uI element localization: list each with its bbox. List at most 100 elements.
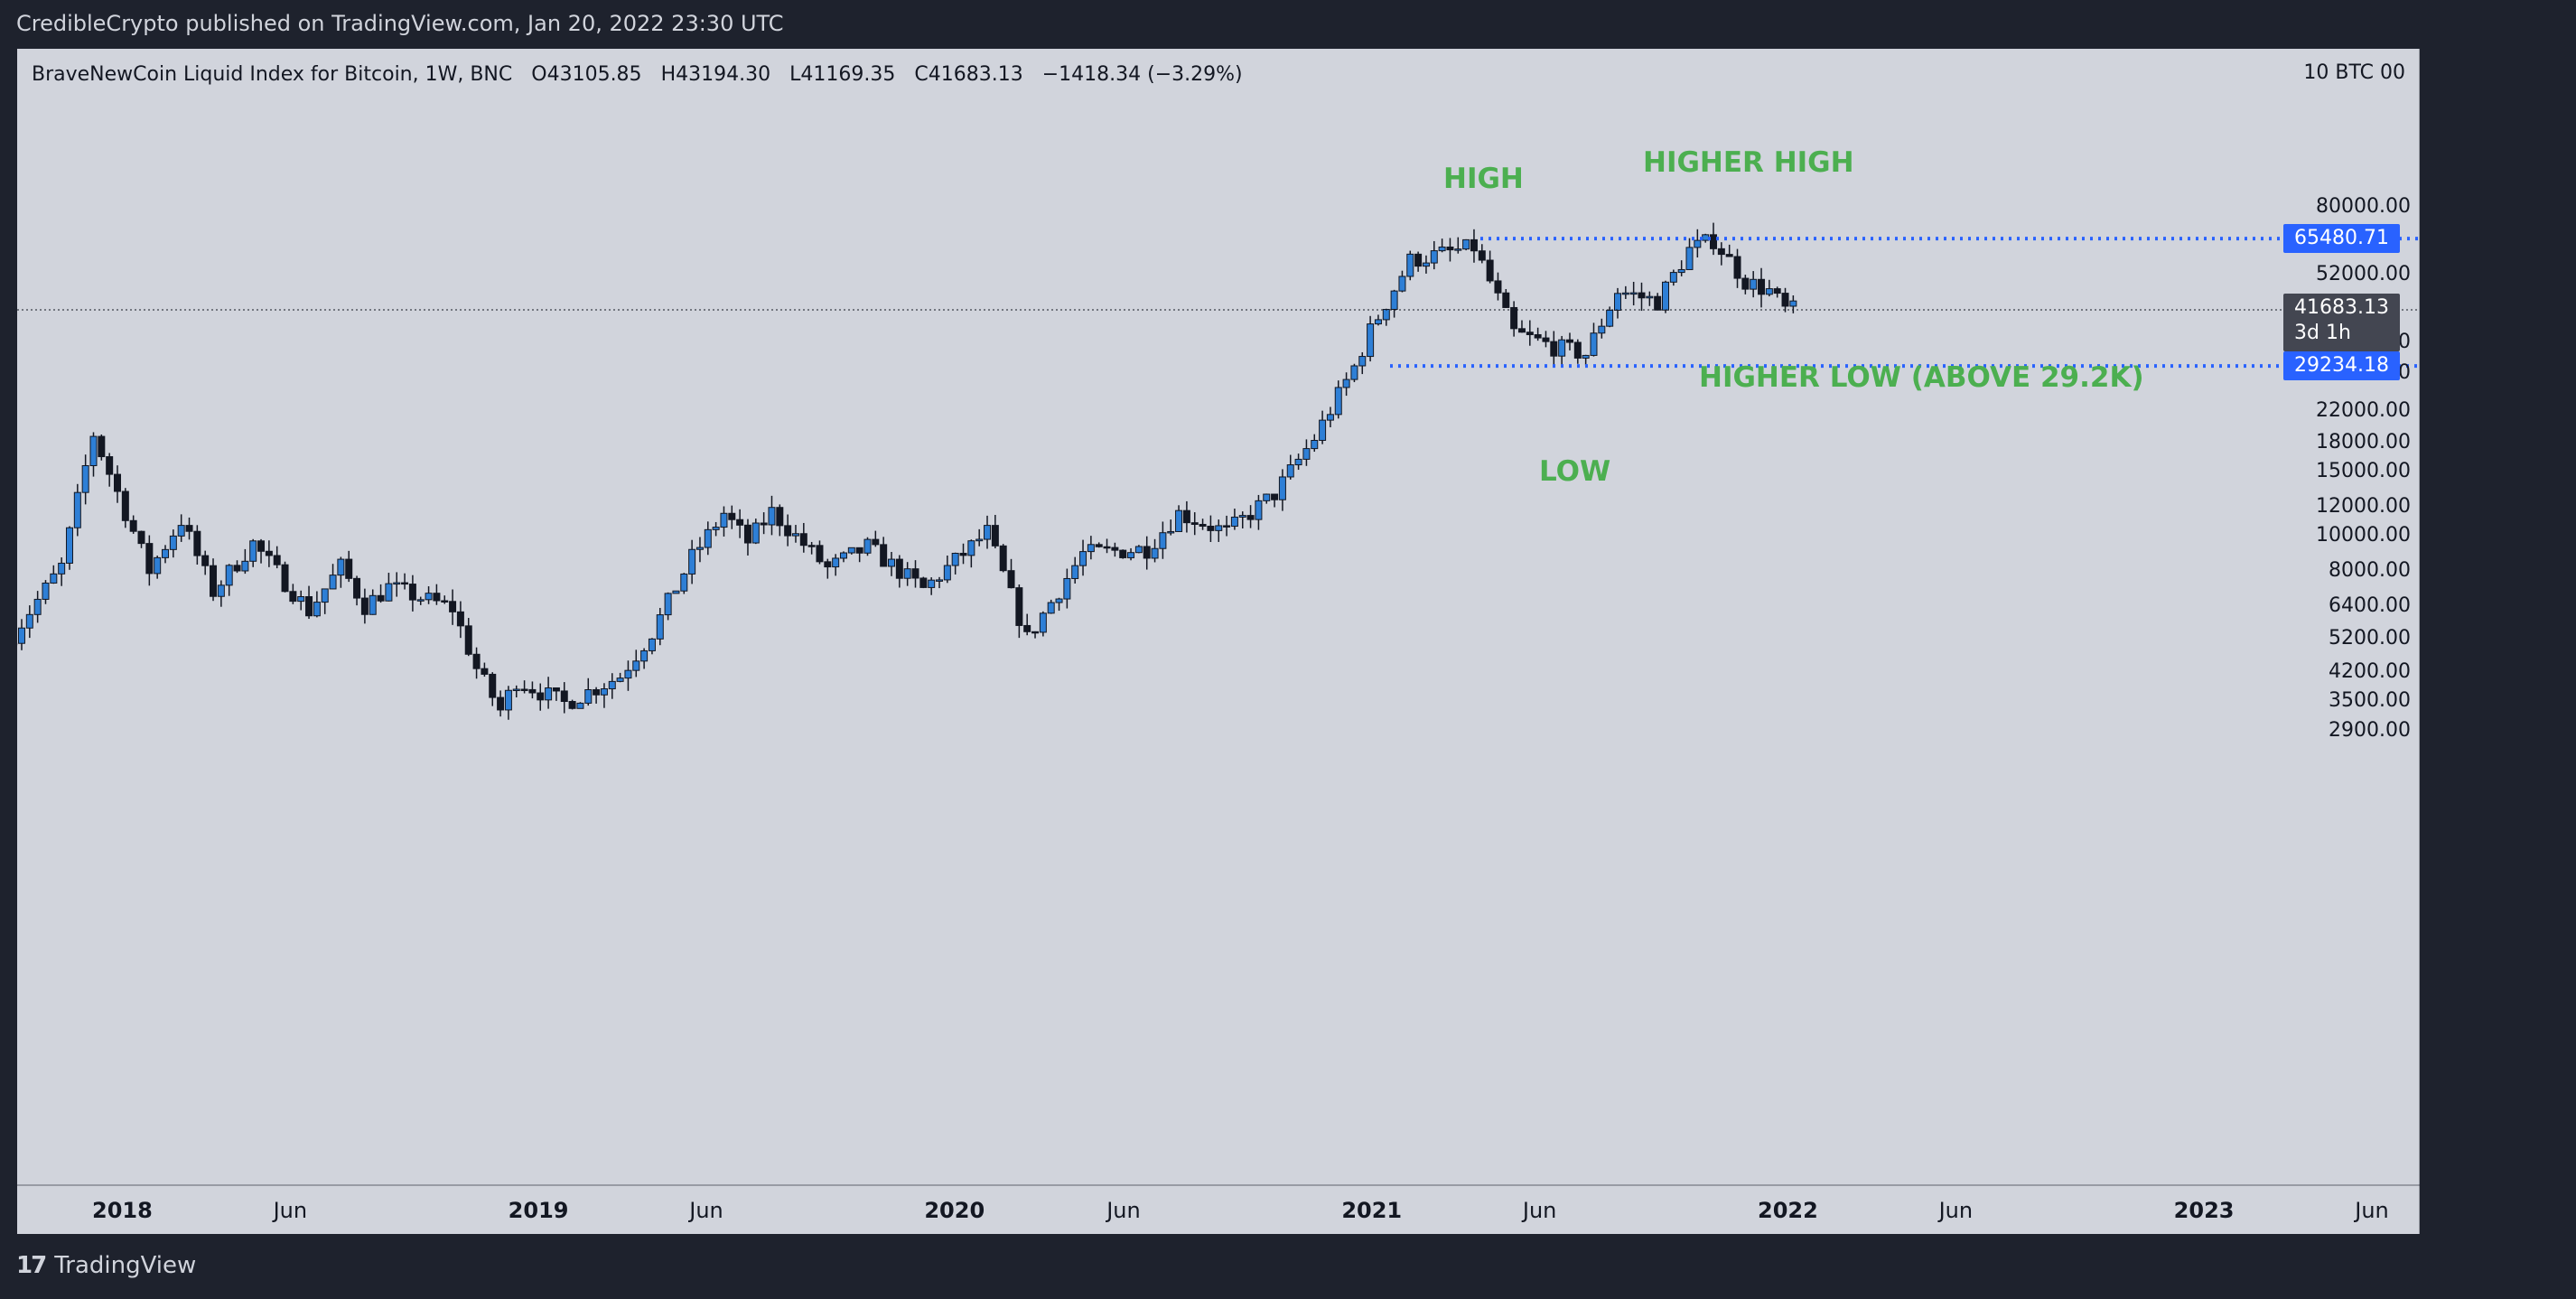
candle-up[interactable] bbox=[1230, 516, 1238, 528]
candle-up[interactable] bbox=[967, 540, 975, 556]
candle-down[interactable] bbox=[743, 524, 751, 544]
candle-down[interactable] bbox=[121, 491, 129, 521]
candle-down[interactable] bbox=[106, 456, 114, 475]
candle-up[interactable] bbox=[1398, 276, 1406, 292]
candle-up[interactable] bbox=[89, 435, 98, 466]
candle-down[interactable] bbox=[1654, 295, 1662, 311]
candle-up[interactable] bbox=[1367, 323, 1375, 358]
candle-down[interactable] bbox=[855, 547, 863, 554]
candle-up[interactable] bbox=[225, 565, 233, 586]
candle-up[interactable] bbox=[1134, 546, 1143, 554]
candle-up[interactable] bbox=[1438, 246, 1446, 252]
candle-up[interactable] bbox=[1661, 281, 1669, 311]
candle-up[interactable] bbox=[1063, 577, 1071, 600]
candle-down[interactable] bbox=[98, 435, 106, 458]
candle-down[interactable] bbox=[1486, 259, 1494, 282]
candle-down[interactable] bbox=[401, 582, 409, 585]
currency-label[interactable]: 10 BTC 00 bbox=[2303, 61, 2405, 84]
candle-up[interactable] bbox=[169, 535, 177, 550]
candle-up[interactable] bbox=[249, 540, 257, 562]
candle-down[interactable] bbox=[1414, 253, 1423, 267]
candle-up[interactable] bbox=[1462, 238, 1470, 250]
candle-down[interactable] bbox=[1717, 248, 1725, 256]
candle-up[interactable] bbox=[616, 678, 624, 682]
candle-up[interactable] bbox=[1294, 458, 1302, 466]
candle-down[interactable] bbox=[537, 692, 545, 701]
candle-up[interactable] bbox=[1326, 414, 1334, 421]
candle-up[interactable] bbox=[1598, 325, 1606, 334]
candle-up[interactable] bbox=[680, 573, 688, 592]
candle-up[interactable] bbox=[17, 627, 25, 644]
candle-up[interactable] bbox=[217, 584, 225, 597]
candle-up[interactable] bbox=[337, 558, 345, 576]
candle-down[interactable] bbox=[360, 597, 369, 615]
chart-area[interactable]: BraveNewCoin Liquid Index for Bitcoin, 1… bbox=[17, 49, 2420, 1234]
candle-up[interactable] bbox=[1350, 365, 1358, 380]
candle-up[interactable] bbox=[1669, 272, 1677, 283]
candle-down[interactable] bbox=[1781, 293, 1789, 307]
candle-up[interactable] bbox=[1286, 464, 1294, 478]
candle-up[interactable] bbox=[1789, 300, 1797, 307]
candle-up[interactable] bbox=[545, 687, 553, 701]
candle-up[interactable] bbox=[1238, 515, 1246, 518]
candle-down[interactable] bbox=[959, 552, 967, 556]
candle-up[interactable] bbox=[863, 538, 872, 554]
candle-down[interactable] bbox=[1143, 546, 1151, 559]
candle-down[interactable] bbox=[193, 530, 201, 556]
candle-up[interactable] bbox=[50, 573, 58, 584]
candle-up[interactable] bbox=[369, 594, 377, 615]
candle-down[interactable] bbox=[210, 565, 218, 597]
candle-up[interactable] bbox=[1454, 248, 1462, 251]
candle-down[interactable] bbox=[1223, 525, 1231, 528]
candle-down[interactable] bbox=[257, 540, 266, 552]
candle-up[interactable] bbox=[608, 680, 616, 690]
candle-up[interactable] bbox=[1694, 239, 1702, 248]
candle-down[interactable] bbox=[449, 601, 457, 612]
candle-up[interactable] bbox=[1047, 602, 1055, 614]
candle-up[interactable] bbox=[512, 688, 520, 691]
candle-down[interactable] bbox=[1190, 522, 1199, 525]
candle-down[interactable] bbox=[137, 530, 145, 545]
candle-up[interactable] bbox=[58, 562, 66, 575]
candle-down[interactable] bbox=[880, 544, 888, 567]
candle-down[interactable] bbox=[872, 538, 880, 546]
candle-down[interactable] bbox=[1534, 333, 1542, 339]
candle-down[interactable] bbox=[1111, 547, 1119, 551]
candle-down[interactable] bbox=[1510, 306, 1518, 330]
candle-down[interactable] bbox=[1573, 341, 1582, 359]
candle-up[interactable] bbox=[656, 614, 664, 640]
candle-up[interactable] bbox=[1342, 378, 1350, 388]
candle-up[interactable] bbox=[241, 560, 249, 572]
candle-up[interactable] bbox=[1677, 268, 1685, 274]
candle-down[interactable] bbox=[1773, 288, 1781, 294]
candle-up[interactable] bbox=[1750, 278, 1758, 290]
candle-down[interactable] bbox=[1502, 292, 1510, 308]
candle-down[interactable] bbox=[497, 696, 505, 711]
candle-down[interactable] bbox=[1103, 546, 1111, 549]
candle-up[interactable] bbox=[1159, 532, 1167, 549]
candle-up[interactable] bbox=[832, 557, 840, 568]
candle-up[interactable] bbox=[1151, 547, 1159, 559]
candle-up[interactable] bbox=[1334, 387, 1342, 416]
candle-up[interactable] bbox=[943, 565, 951, 581]
candle-down[interactable] bbox=[345, 558, 353, 579]
candle-down[interactable] bbox=[145, 543, 154, 575]
candle-down[interactable] bbox=[1565, 339, 1573, 343]
candle-up[interactable] bbox=[1319, 419, 1327, 442]
candle-up[interactable] bbox=[984, 525, 992, 540]
candle-up[interactable] bbox=[504, 689, 512, 711]
candle-down[interactable] bbox=[129, 519, 137, 532]
candle-down[interactable] bbox=[895, 558, 903, 579]
candle-down[interactable] bbox=[1095, 544, 1103, 547]
candle-down[interactable] bbox=[728, 512, 736, 520]
candle-up[interactable] bbox=[1167, 530, 1175, 534]
candlestick-chart[interactable] bbox=[17, 49, 2420, 1234]
candle-up[interactable] bbox=[712, 527, 720, 530]
candle-up[interactable] bbox=[154, 556, 162, 575]
candle-down[interactable] bbox=[289, 591, 297, 603]
candle-up[interactable] bbox=[847, 547, 855, 554]
candle-down[interactable] bbox=[1542, 337, 1550, 342]
candle-up[interactable] bbox=[695, 547, 704, 550]
candle-up[interactable] bbox=[1382, 308, 1390, 321]
candle-up[interactable] bbox=[81, 464, 89, 493]
